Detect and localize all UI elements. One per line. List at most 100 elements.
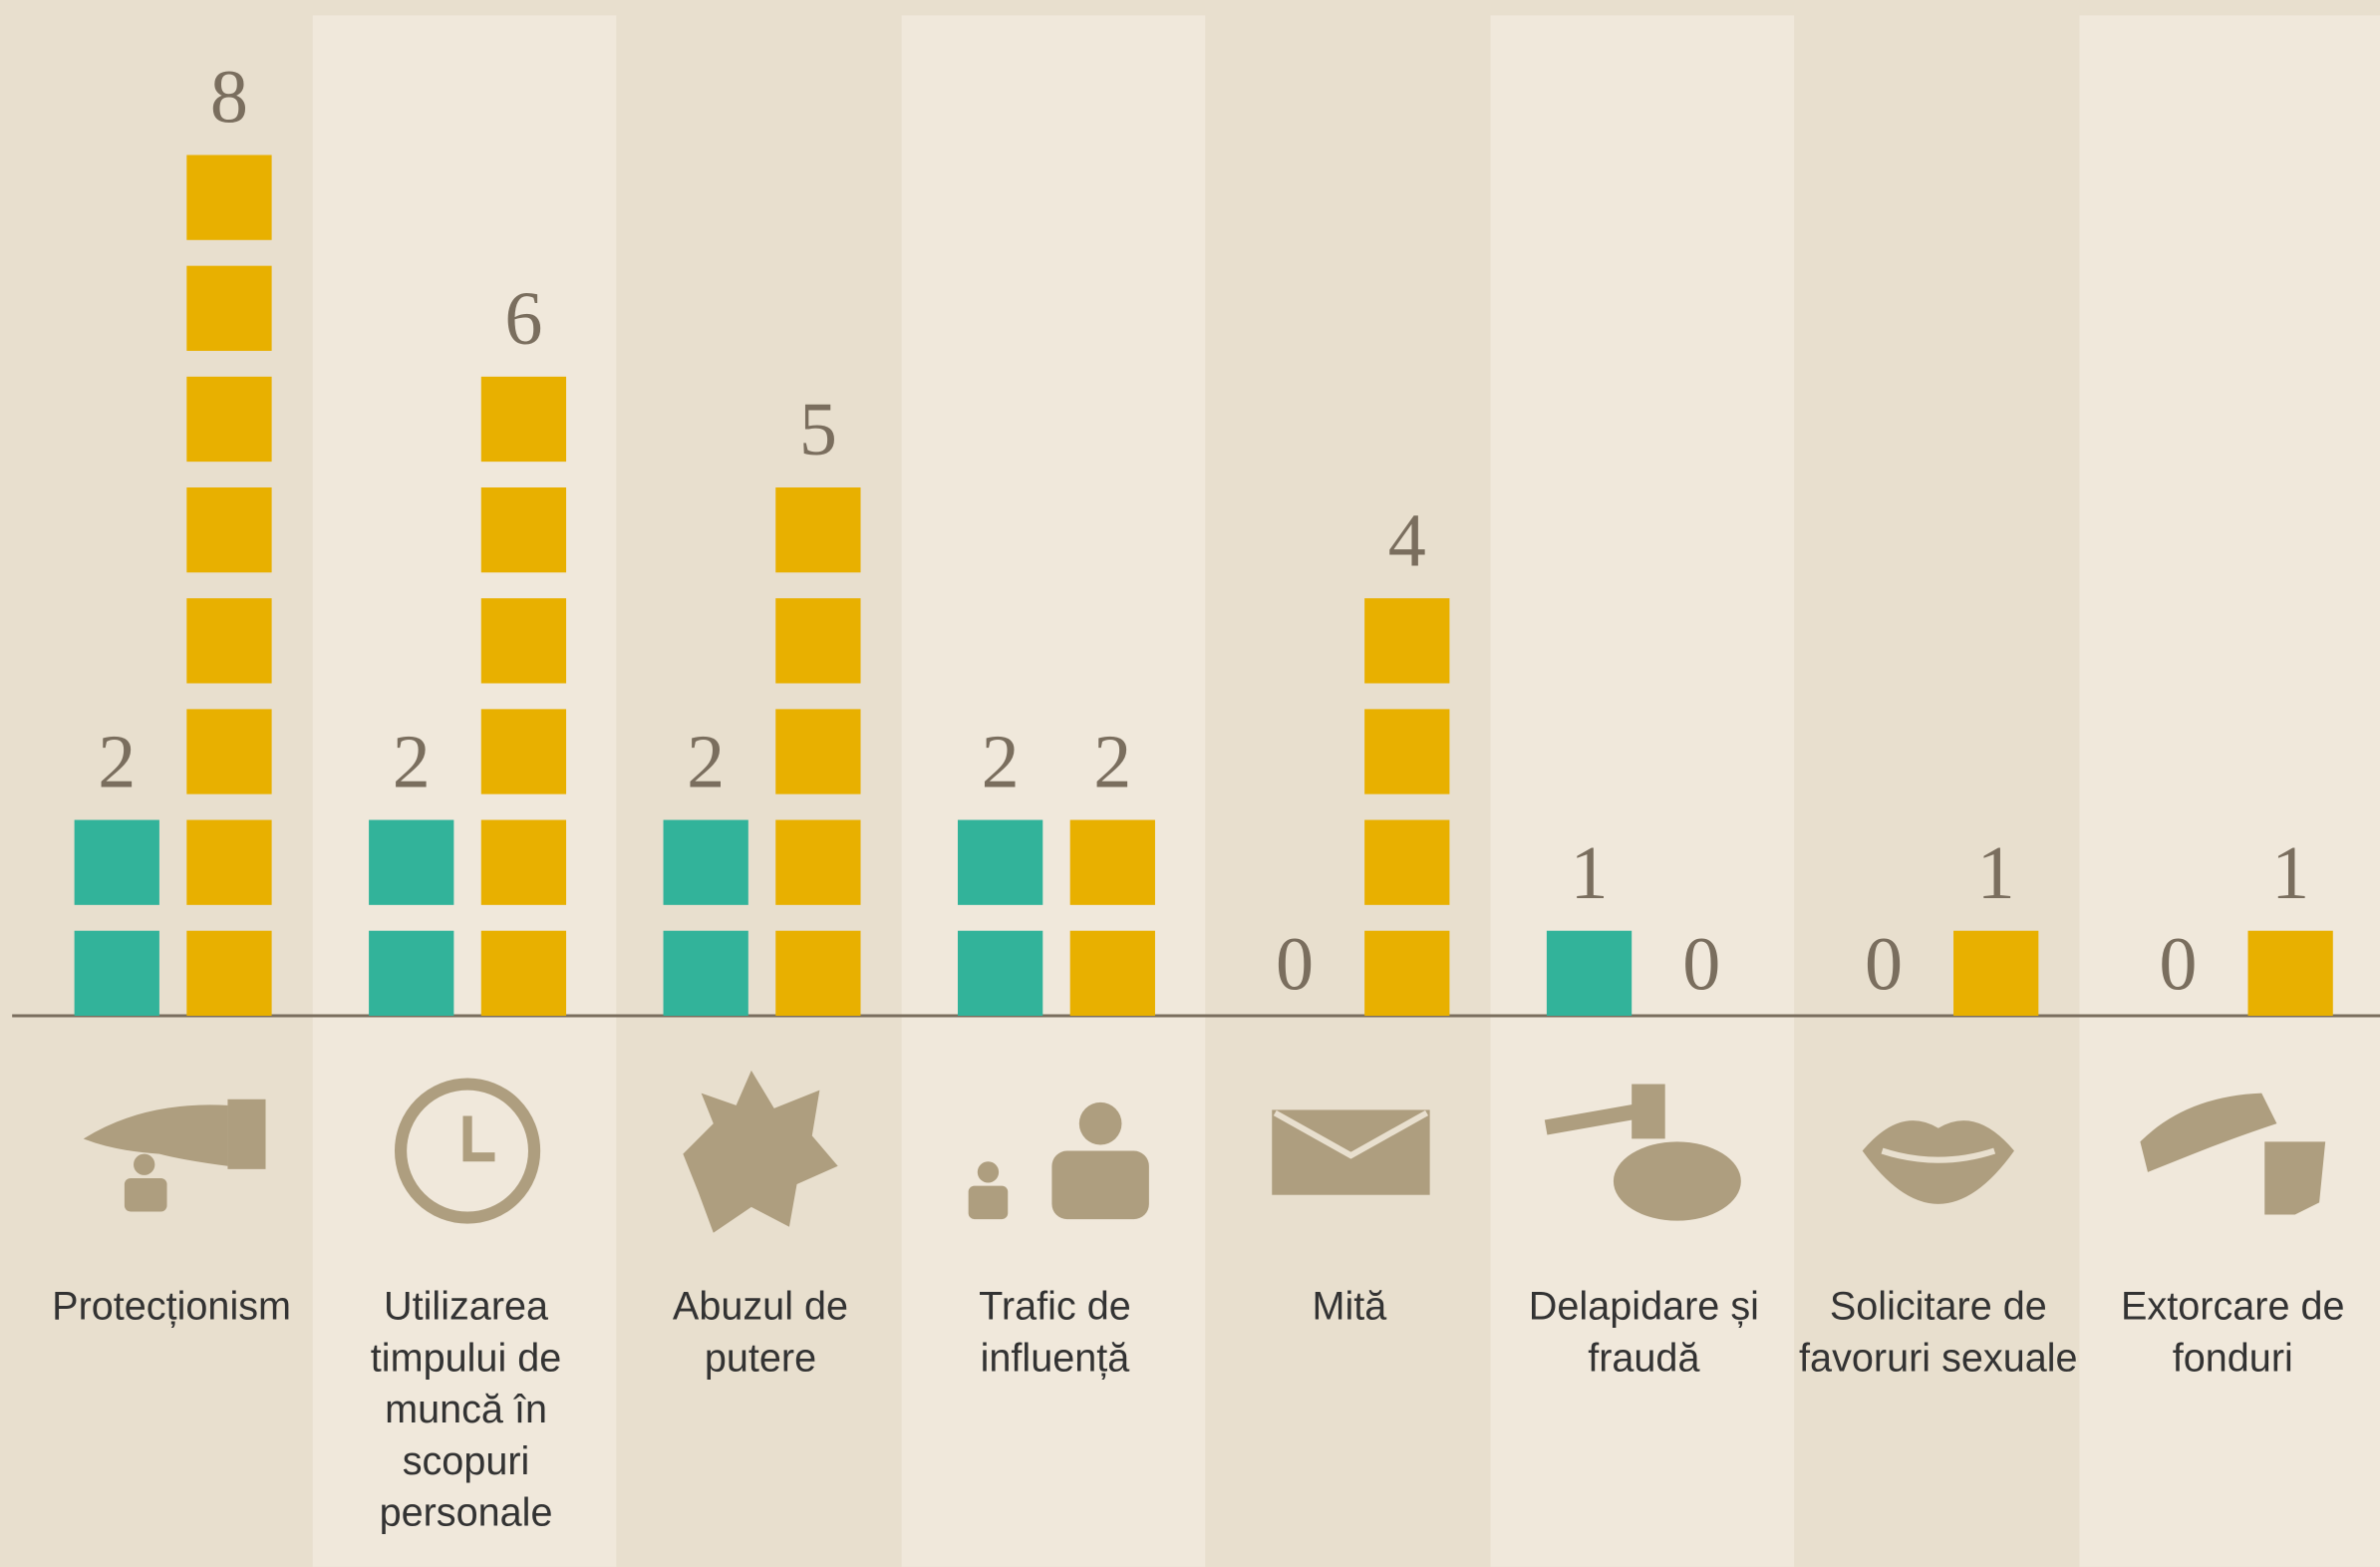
icon-hammer-handle: [1544, 1103, 1640, 1135]
category-label: Delapidare și fraudă: [1528, 1283, 1759, 1381]
unit-square: [480, 709, 567, 794]
unit-square: [775, 598, 861, 684]
unit-square: [1364, 598, 1450, 684]
column-band: [1490, 15, 1795, 1567]
unit-square: [480, 819, 567, 905]
value-label: 1: [1977, 831, 2015, 915]
value-label: 0: [1865, 922, 1903, 1006]
bar: [1364, 598, 1450, 1017]
value-label: 1: [2271, 831, 2309, 915]
category-label: Abuzul de putere: [672, 1283, 849, 1381]
value-label: 0: [2159, 922, 2197, 1006]
icon-person-body: [1051, 1150, 1149, 1220]
category-label: Protecționism: [52, 1283, 292, 1329]
unit-square: [186, 487, 272, 573]
icon-person-head: [134, 1153, 155, 1175]
icon-burst: [683, 1070, 838, 1233]
bar: [2247, 930, 2333, 1017]
icon-hand: [2140, 1093, 2277, 1172]
unit-square: [1069, 819, 1155, 905]
bar: [1546, 930, 1633, 1017]
bar: [480, 376, 567, 1017]
value-label: 1: [1571, 831, 1609, 915]
unit-square: [369, 930, 454, 1017]
column-band: [2079, 15, 2380, 1567]
icon-person-body: [124, 1177, 167, 1212]
category-label-box: Abuzul de putere: [672, 1283, 849, 1381]
category-label-box: Delapidare și fraudă: [1528, 1283, 1759, 1381]
bar: [663, 819, 748, 1017]
unit-square: [74, 819, 159, 905]
unit-square: [186, 265, 272, 351]
unit-square: [369, 819, 454, 905]
icon-clock-hands: [462, 1115, 495, 1162]
category-label-box: Mită: [1312, 1283, 1387, 1329]
category-label-box: Solicitare de favoruri sexuale: [1799, 1283, 2078, 1381]
unit-square: [186, 709, 272, 794]
unit-square: [775, 819, 861, 905]
category-label-box: Utilizarea timpului de muncă în scopuri …: [370, 1283, 562, 1535]
category-label: Trafic de influență: [979, 1283, 1131, 1381]
icon-hand: [83, 1104, 228, 1166]
marks: Protecționism Utilizarea timpului de munc…: [52, 56, 2345, 1535]
unit-square: [1069, 930, 1155, 1017]
unit-square: [957, 819, 1043, 905]
unit-square: [186, 376, 272, 463]
icons: [83, 1070, 2326, 1233]
icon-envelope-flap: [1273, 1109, 1429, 1159]
column-bands: [312, 15, 2380, 1567]
value-label: 6: [504, 277, 542, 361]
category-label: Extorcare de fonduri: [2121, 1283, 2345, 1381]
category-label: Utilizarea timpului de muncă în scopuri …: [370, 1283, 562, 1535]
unit-square: [1364, 930, 1450, 1017]
unit-square: [663, 819, 748, 905]
bar: [1953, 930, 2039, 1017]
value-label: 2: [687, 721, 725, 804]
bar: [957, 819, 1043, 1017]
unit-square: [480, 598, 567, 684]
unit-square: [186, 598, 272, 684]
bar: [74, 819, 159, 1017]
unit-square: [186, 155, 272, 240]
value-label: 2: [393, 721, 431, 804]
category-label-box: Extorcare de fonduri: [2121, 1283, 2345, 1381]
bar: [775, 487, 861, 1017]
unit-square: [2247, 930, 2333, 1017]
unit-square: [957, 930, 1043, 1017]
category-label-box: Trafic de influență: [979, 1283, 1131, 1381]
unit-square: [186, 930, 272, 1017]
category-label-box: Protecționism: [52, 1283, 292, 1329]
icon-clock: [394, 1078, 541, 1224]
unit-square: [775, 709, 861, 794]
column-band: [901, 15, 1206, 1567]
category-label: Solicitare de favoruri sexuale: [1799, 1283, 2078, 1381]
value-label: 2: [1093, 721, 1131, 804]
icon-piggy: [1613, 1141, 1741, 1221]
value-label: 0: [1276, 922, 1314, 1006]
icon-child-body: [968, 1185, 1009, 1220]
unit-square: [1364, 709, 1450, 794]
unit-square: [775, 487, 861, 573]
value-label: 8: [210, 56, 248, 140]
unit-square: [1546, 930, 1633, 1017]
icon-lips-line: [1881, 1147, 1996, 1163]
value-label: 5: [799, 388, 837, 471]
bar: [1069, 819, 1155, 1017]
icon-box: [2264, 1141, 2326, 1215]
unit-square: [480, 376, 567, 463]
category-label: Mită: [1312, 1283, 1387, 1329]
icon-person-head: [1078, 1101, 1122, 1145]
value-label: 0: [1682, 922, 1720, 1006]
bar: [369, 819, 454, 1017]
unit-square: [480, 930, 567, 1017]
unit-square: [775, 930, 861, 1017]
icon-hammer-head: [1632, 1084, 1665, 1139]
value-label: 2: [982, 721, 1020, 804]
unit-square: [663, 930, 748, 1017]
value-label: 2: [98, 721, 136, 804]
unit-square: [480, 487, 567, 573]
unit-square: [74, 930, 159, 1017]
icon-cuff: [227, 1098, 266, 1169]
